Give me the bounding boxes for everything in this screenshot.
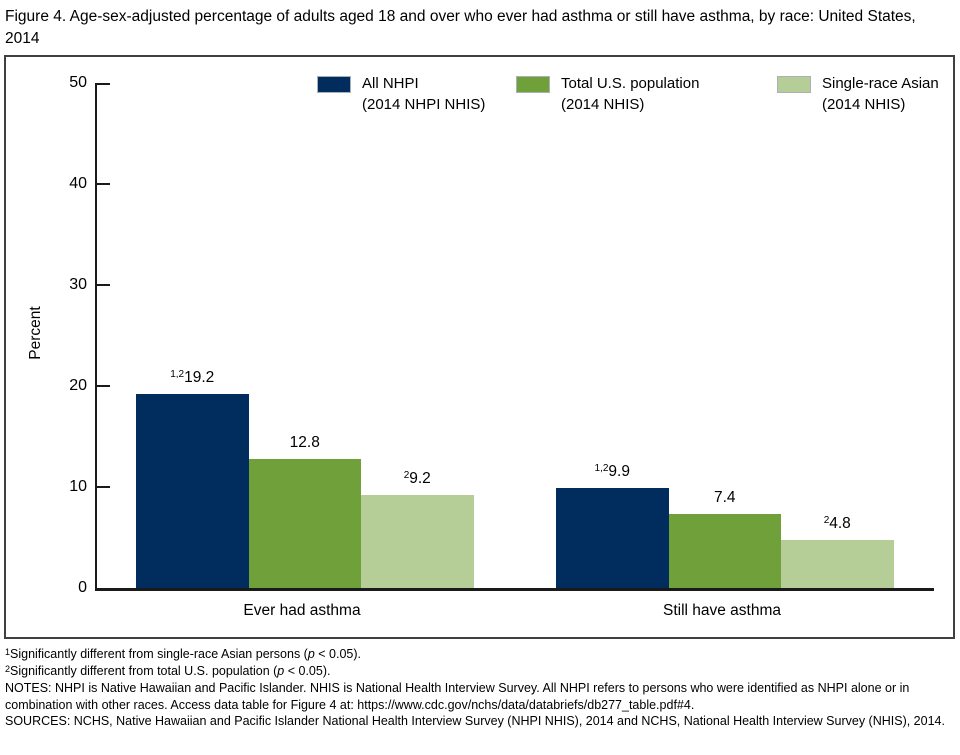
y-tick-30 [97,284,110,287]
bar-total-u-s-population-group-1 [668,513,781,589]
x-axis-line [95,588,934,592]
figure-title: Figure 4. Age-sex-adjusted percentage of… [5,8,916,47]
y-tick-label-10: 10 [69,478,87,496]
footnote-2-pvalue-symbol: p [277,664,285,679]
bar-value-number: 12.8 [289,434,320,452]
bar-value-label: 1,219.2 [127,369,257,387]
bar-single-race-asian-group-0 [361,495,474,589]
y-tick-label-50: 50 [69,74,87,92]
plot-area: 0 10 20 30 40 50 1,219.2 12.8 29.2 1,29.9 7.4 24.8 [69,74,934,596]
bar-value-label: 24.8 [772,515,902,533]
legend-item-total-us: Total U.S. population (2014 NHIS) [516,74,699,115]
bar-value-superscript: 2 [403,470,410,482]
chart-area: All NHPI (2014 NHPI NHIS) Total U.S. pop… [4,55,955,640]
y-tick-label-0: 0 [78,579,87,597]
legend-swatch-all-nhpi [317,76,351,94]
bar-value-superscript: 1,2 [594,463,609,475]
footnote-1: 1Significantly different from single-rac… [5,646,953,663]
category-label-still-have-asthma: Still have asthma [662,602,782,620]
bar-value-number: 19.2 [184,369,215,387]
footnote-1-superscript: 1 [5,647,11,658]
y-tick-40 [97,183,110,186]
y-tick-label-40: 40 [69,175,87,193]
bar-value-number: 9.9 [608,463,630,481]
legend-text-line2: (2014 NHPI NHIS) [362,95,486,113]
bar-value-number: 9.2 [409,470,431,488]
sources-text: SOURCES: NCHS, Native Hawaiian and Pacif… [5,714,945,729]
footnote-2-superscript: 2 [5,664,11,675]
category-label-ever-had-asthma: Ever had asthma [243,602,361,620]
bar-all-nhpi-group-1 [556,488,669,589]
bar-value-superscript: 1,2 [170,369,185,381]
bar-value-number: 4.8 [829,514,851,532]
legend-swatch-single-race-asian [777,76,811,94]
legend-item-all-nhpi: All NHPI (2014 NHPI NHIS) [317,74,485,115]
footnote-1-text-end: < 0.05). [314,647,362,662]
y-tick-label-20: 20 [69,377,87,395]
legend-text-line1: Single-race Asian [822,75,939,93]
footnote-2-text-end: < 0.05). [284,664,331,679]
bar-value-label: 29.2 [352,470,482,488]
footnote-2: 2Significantly different from total U.S.… [5,663,953,680]
bar-value-number: 7.4 [713,488,736,506]
legend-item-single-race-asian: Single-race Asian (2014 NHIS) [777,74,939,115]
bar-value-label: 12.8 [240,434,370,452]
legend-text-line1: Total U.S. population [561,75,700,93]
bar-value-superscript: 2 [823,514,830,526]
bar-value-label: 7.4 [660,489,790,507]
y-tick-20 [97,385,110,388]
bar-total-u-s-population-group-0 [248,459,361,589]
legend-text-line2: (2014 NHIS) [561,95,645,113]
legend-text-line1: All NHPI [362,75,419,93]
y-tick-label-30: 30 [69,276,87,294]
footnote-2-text: Significantly different from total U.S. … [10,664,278,679]
footnote-1-pvalue-symbol: p [307,647,315,662]
legend-label-total-us: Total U.S. population (2014 NHIS) [561,74,699,115]
bar-value-label: 1,29.9 [547,463,677,481]
legend-text-line2: (2014 NHIS) [822,95,906,113]
footnotes: 1Significantly different from single-rac… [5,646,953,730]
y-tick-50 [97,83,110,86]
notes-text: NOTES: NHPI is Native Hawaiian and Pacif… [5,680,910,712]
footnote-1-text: Significantly different from single-race… [10,647,308,662]
legend-label-single-race-asian: Single-race Asian (2014 NHIS) [822,74,939,115]
legend-label-all-nhpi: All NHPI (2014 NHPI NHIS) [362,74,485,115]
y-axis-label: Percent [27,306,44,361]
y-tick-10 [97,486,110,489]
bar-all-nhpi-group-0 [136,394,249,589]
bar-single-race-asian-group-1 [781,539,894,589]
legend-swatch-total-us [516,76,550,94]
